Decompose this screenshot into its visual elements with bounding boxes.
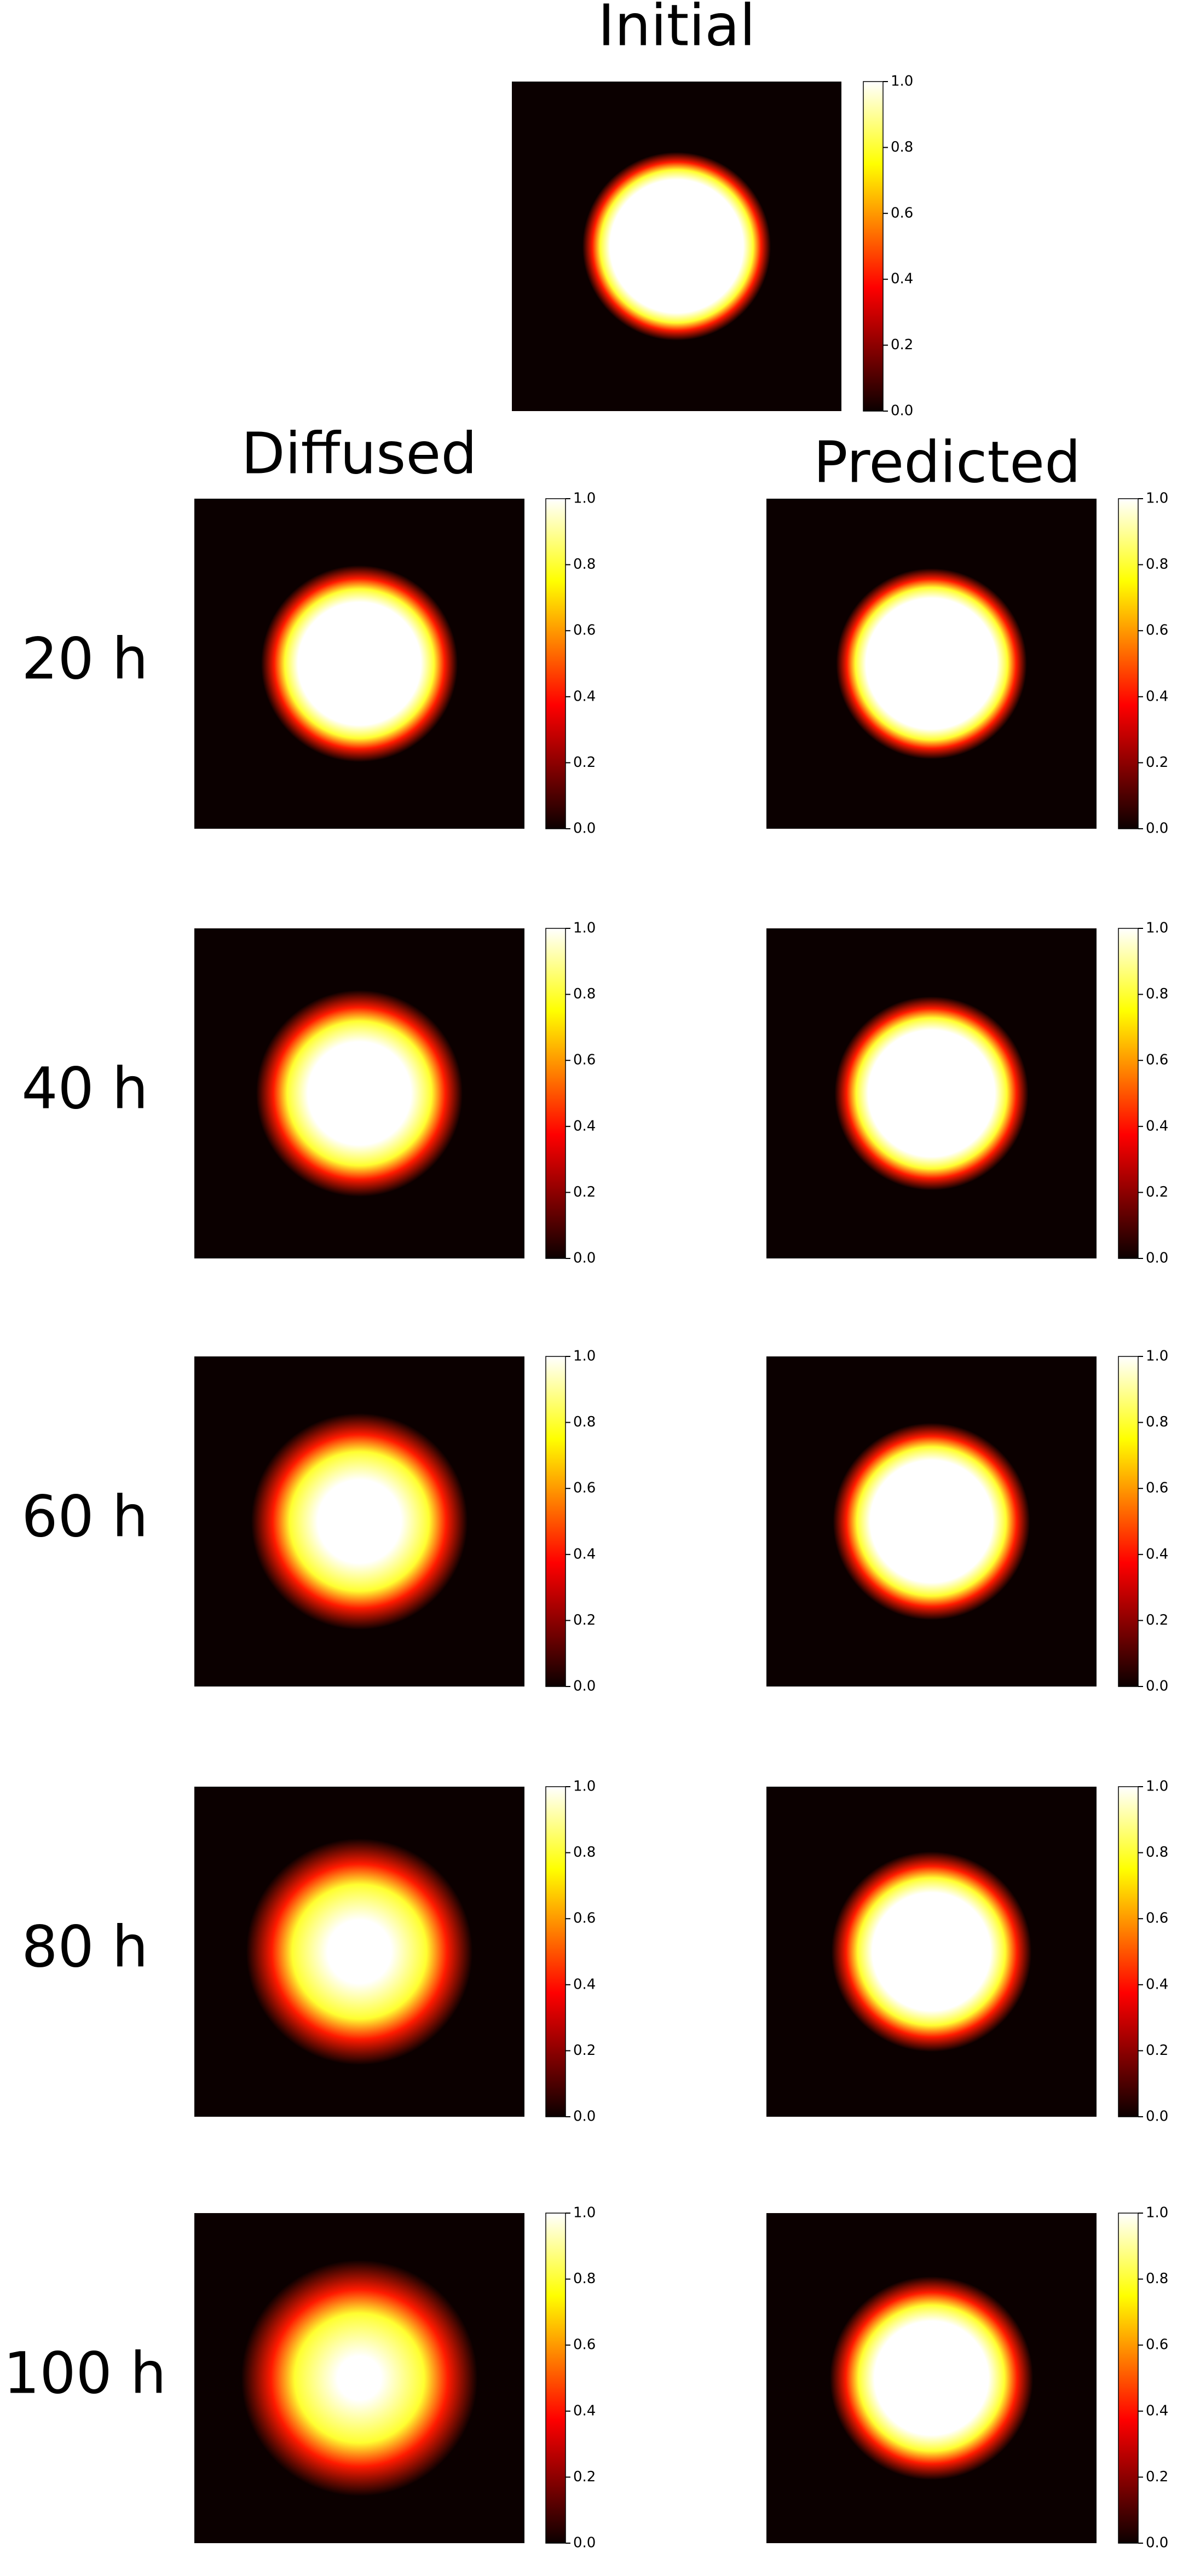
colorbar-tick-label: 1.0: [1146, 2205, 1168, 2221]
colorbar-tick-label: 0.2: [573, 2042, 596, 2059]
colorbar-tick-label: 0.0: [573, 1678, 596, 1695]
colorbar-tick-label: 0.8: [573, 1844, 596, 1861]
colorbar-tick-label: 1.0: [1146, 1778, 1168, 1795]
colorbar-tick-label: 0.2: [891, 337, 913, 353]
colorbar-tick-label: 0.4: [573, 1118, 596, 1134]
colorbar: [545, 1786, 566, 2117]
column-title: Predicted: [813, 429, 1081, 495]
heatmap-field: [194, 499, 524, 829]
colorbar-tick-label: 0.2: [573, 1184, 596, 1200]
heatmap-field: [766, 2213, 1097, 2543]
row-label: 80 h: [21, 1913, 148, 1980]
colorbar-tick-label: 1.0: [1146, 920, 1168, 937]
colorbar-tick-label: 0.2: [1146, 2469, 1168, 2485]
colorbar: [545, 498, 566, 829]
colorbar-tick-label: 0.4: [573, 1976, 596, 1992]
colorbar: [1118, 1786, 1139, 2117]
colorbar-tick-label: 0.0: [1146, 1250, 1168, 1267]
colorbar-tick-label: 1.0: [1146, 1348, 1168, 1365]
colorbar-tick-label: 1.0: [573, 920, 596, 937]
heatmap-field: [512, 82, 841, 411]
colorbar-tick-label: 0.2: [1146, 1184, 1168, 1200]
colorbar-tick-label: 0.4: [891, 271, 913, 287]
colorbar-tick-label: 1.0: [573, 490, 596, 507]
colorbar-tick-label: 0.4: [573, 1546, 596, 1562]
colorbar-tick-label: 0.4: [1146, 2402, 1168, 2419]
colorbar-tick-label: 0.6: [1146, 1910, 1168, 1927]
row-label: 40 h: [21, 1055, 148, 1122]
colorbar-tick-label: 0.4: [1146, 1118, 1168, 1134]
colorbar-tick-label: 0.6: [573, 1910, 596, 1927]
colorbar-tick-label: 0.2: [1146, 2042, 1168, 2059]
column-title: Diffused: [241, 420, 477, 487]
colorbar: [545, 2213, 566, 2544]
heatmap-field: [766, 1356, 1097, 1686]
colorbar-tick-label: 0.0: [1146, 2535, 1168, 2551]
colorbar-tick-label: 0.0: [573, 821, 596, 837]
colorbar-tick-label: 1.0: [573, 1778, 596, 1795]
row-label: 20 h: [21, 625, 148, 692]
heatmap-field: [766, 499, 1097, 829]
row-label: 100 h: [3, 2340, 166, 2406]
colorbar-tick-label: 0.8: [1146, 986, 1168, 1002]
colorbar-tick-label: 0.8: [891, 139, 913, 155]
colorbar-tick-label: 1.0: [891, 73, 913, 90]
heatmap-field: [766, 1787, 1097, 2117]
colorbar-tick-label: 1.0: [573, 2205, 596, 2221]
colorbar-tick-label: 0.8: [1146, 2271, 1168, 2287]
colorbar-tick-label: 0.8: [573, 986, 596, 1002]
colorbar-tick-label: 0.6: [1146, 622, 1168, 639]
colorbar-tick-label: 0.4: [573, 2402, 596, 2419]
colorbar: [545, 928, 566, 1259]
colorbar-tick-label: 1.0: [573, 1348, 596, 1365]
colorbar-tick-label: 0.2: [573, 1612, 596, 1628]
colorbar: [1118, 928, 1139, 1259]
colorbar-tick-label: 0.2: [573, 2469, 596, 2485]
heatmap-field: [194, 1787, 524, 2117]
colorbar-tick-label: 0.4: [1146, 1976, 1168, 1992]
colorbar-tick-label: 0.6: [573, 1052, 596, 1068]
colorbar-tick-label: 0.8: [573, 556, 596, 573]
colorbar-tick-label: 0.0: [573, 2109, 596, 2125]
colorbar-tick-label: 0.4: [1146, 1546, 1168, 1562]
colorbar: [1118, 498, 1139, 829]
heatmap-field: [194, 1356, 524, 1686]
colorbar-tick-label: 0.6: [891, 205, 913, 221]
colorbar-tick-label: 0.4: [573, 688, 596, 704]
colorbar-tick-label: 0.6: [573, 1480, 596, 1497]
row-label: 60 h: [21, 1483, 148, 1550]
panel-title: Initial: [598, 0, 755, 59]
colorbar-tick-label: 0.8: [1146, 1844, 1168, 1861]
colorbar-tick-label: 0.8: [573, 1414, 596, 1430]
colorbar-tick-label: 0.6: [573, 2337, 596, 2353]
colorbar-tick-label: 0.4: [1146, 688, 1168, 704]
colorbar: [1118, 1356, 1139, 1687]
colorbar-tick-label: 0.2: [573, 754, 596, 771]
colorbar-tick-label: 0.0: [573, 2535, 596, 2551]
colorbar-tick-label: 0.2: [1146, 754, 1168, 771]
colorbar-tick-label: 1.0: [1146, 490, 1168, 507]
colorbar: [863, 81, 884, 412]
heatmap-field: [194, 928, 524, 1258]
colorbar-tick-label: 0.8: [1146, 556, 1168, 573]
colorbar-tick-label: 0.2: [1146, 1612, 1168, 1628]
colorbar-tick-label: 0.0: [1146, 2109, 1168, 2125]
colorbar-tick-label: 0.0: [891, 403, 913, 419]
colorbar-tick-label: 0.8: [1146, 1414, 1168, 1430]
colorbar: [545, 1356, 566, 1687]
colorbar-tick-label: 0.8: [573, 2271, 596, 2287]
colorbar-tick-label: 0.0: [1146, 821, 1168, 837]
colorbar-tick-label: 0.0: [1146, 1678, 1168, 1695]
colorbar-tick-label: 0.6: [1146, 2337, 1168, 2353]
colorbar-tick-label: 0.6: [1146, 1052, 1168, 1068]
colorbar-tick-label: 0.6: [1146, 1480, 1168, 1497]
heatmap-field: [194, 2213, 524, 2543]
colorbar-tick-label: 0.0: [573, 1250, 596, 1267]
colorbar-tick-label: 0.6: [573, 622, 596, 639]
colorbar: [1118, 2213, 1139, 2544]
heatmap-field: [766, 928, 1097, 1258]
